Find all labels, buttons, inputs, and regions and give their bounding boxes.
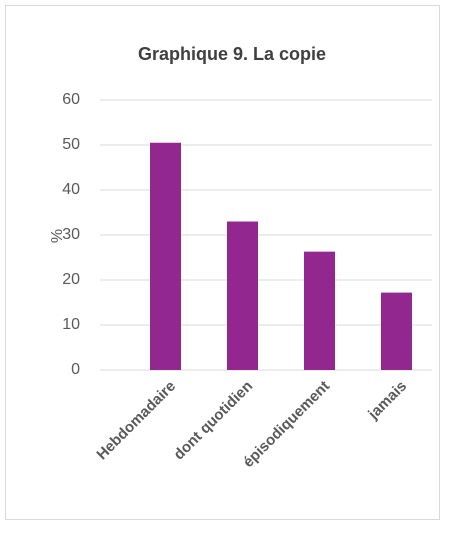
y-tick-label: 50 [62, 136, 80, 153]
bar [381, 292, 412, 370]
y-tick-label: 60 [62, 91, 80, 108]
bar [150, 142, 181, 370]
y-tick-label: 20 [62, 271, 80, 288]
y-tick-label: 30 [62, 226, 80, 243]
chart-title: Graphique 9. La copie [138, 44, 326, 64]
bar [304, 251, 335, 370]
bar [227, 221, 258, 370]
y-axis-label: % [49, 229, 66, 243]
y-tick-label: 10 [62, 316, 80, 333]
chart-border [5, 5, 440, 520]
y-tick-label: 0 [71, 361, 80, 378]
y-tick-label: 40 [62, 181, 80, 198]
